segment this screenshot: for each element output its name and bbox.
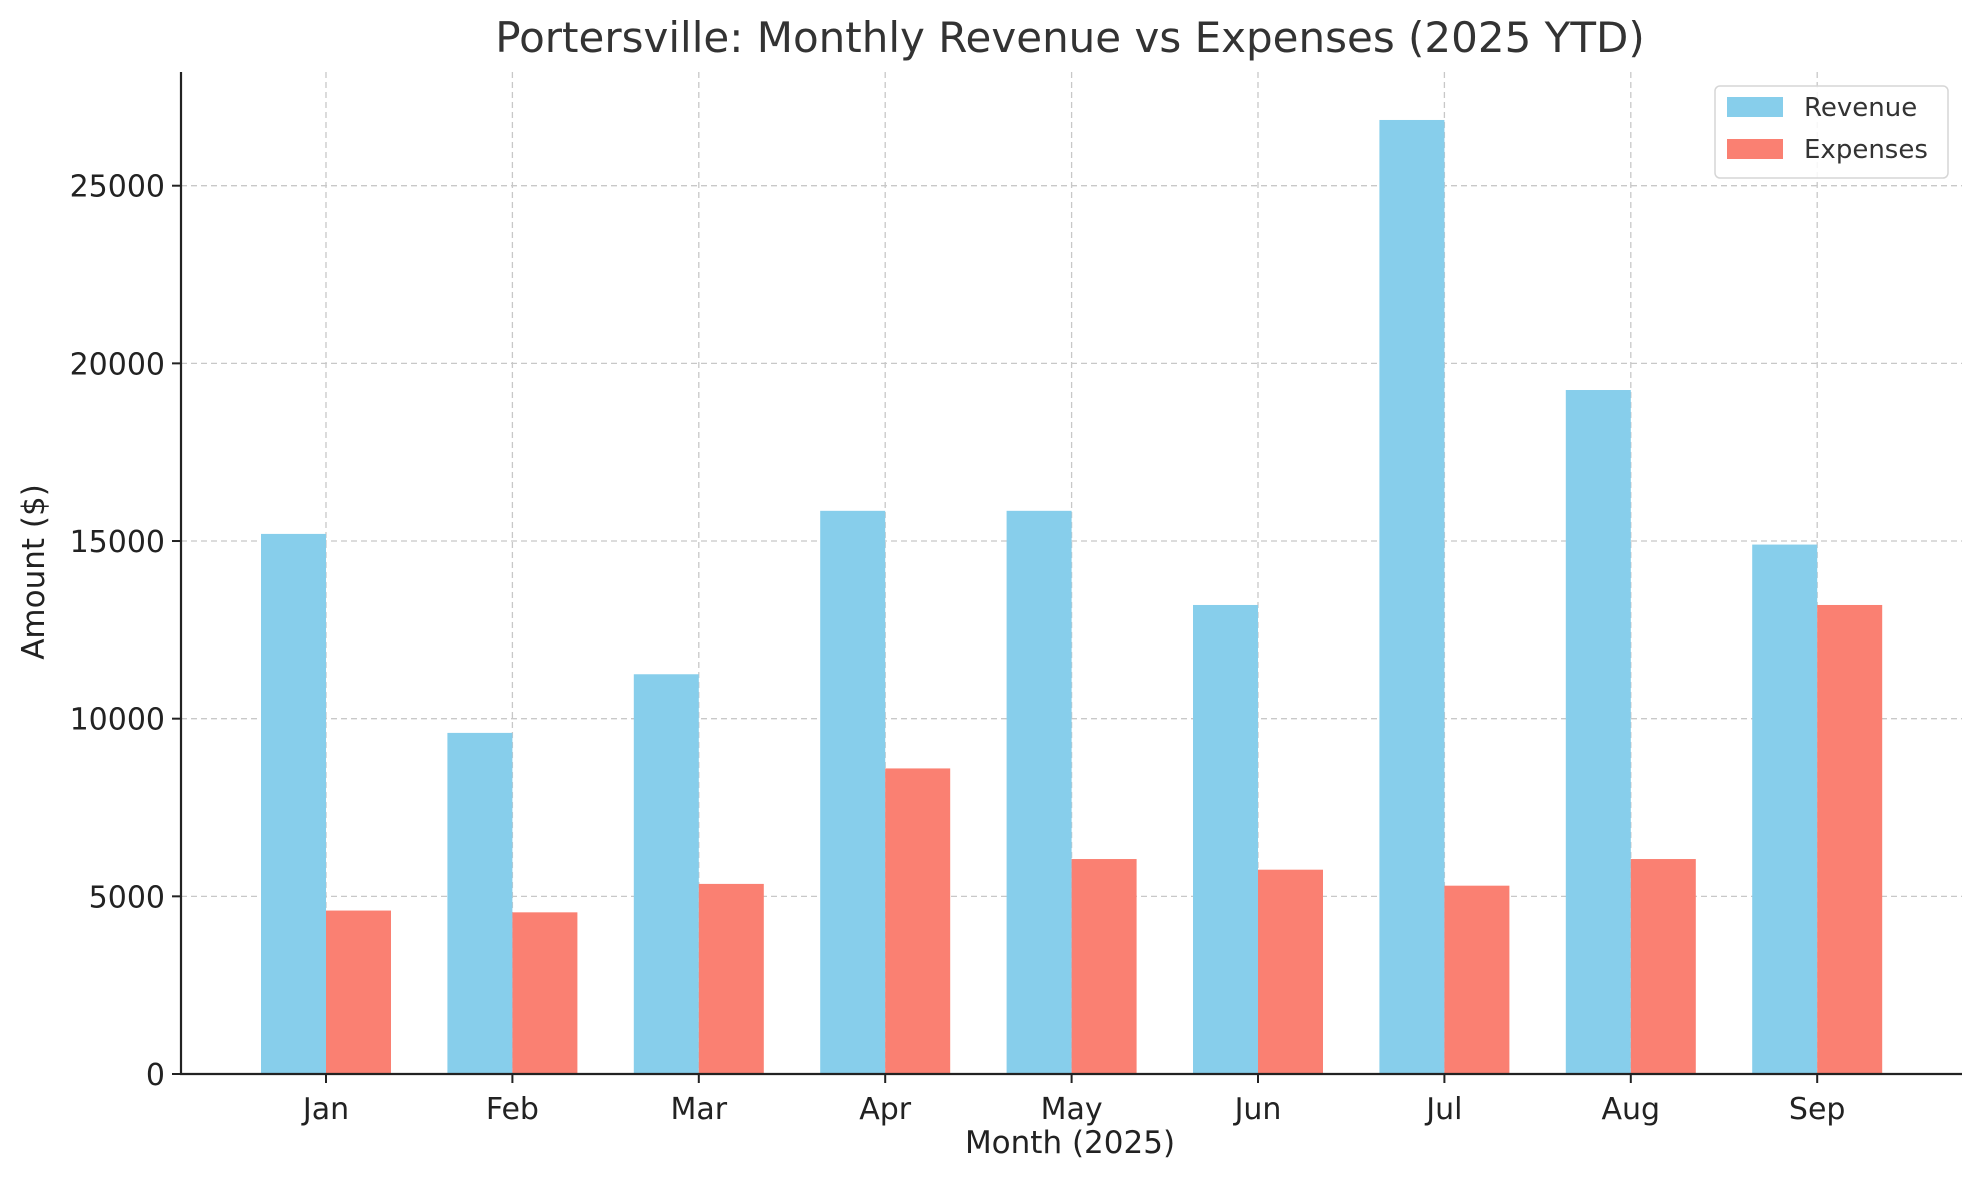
y-tick-label: 10000 [70,703,165,738]
bar-expenses-may [1071,859,1137,1074]
legend-label-expenses: Expenses [1804,135,1928,165]
legend-label-revenue: Revenue [1804,93,1917,123]
bar-expenses-apr [885,768,951,1074]
bar-revenue-may [1006,510,1072,1074]
x-tick-label: Feb [486,1092,539,1127]
chart-title: Portersville: Monthly Revenue vs Expense… [495,13,1644,62]
x-tick-label: May [1041,1092,1103,1127]
bar-expenses-aug [1630,859,1696,1074]
y-tick-label: 15000 [70,525,165,560]
x-tick-label: Jun [1233,1092,1282,1127]
bar-expenses-jun [1258,869,1323,1074]
x-tick-label: Mar [670,1092,727,1127]
legend: Revenue Expenses [1714,85,1949,179]
bar-revenue-feb [447,732,513,1074]
bar-expenses-mar [698,883,764,1074]
bar-revenue-mar [633,674,699,1074]
ticks-layer: 0 5000 10000 15000 20000 25000 Jan Feb Mar Apr May… [70,170,1846,1127]
bar-revenue-jun [1193,604,1258,1074]
legend-swatch-revenue [1727,97,1783,117]
x-tick-label: Sep [1789,1092,1846,1127]
y-tick-label: 0 [146,1058,165,1093]
bar-revenue-jul [1379,119,1445,1075]
bars-layer [261,119,1883,1075]
bar-expenses-feb [512,912,578,1074]
bar-revenue-aug [1565,390,1631,1075]
legend-swatch-expenses [1727,139,1783,159]
y-tick-label: 25000 [70,170,165,205]
bar-revenue-sep [1752,544,1818,1074]
x-axis-title: Month (2025) [965,1125,1175,1161]
bar-revenue-apr [820,510,886,1074]
y-tick-label: 5000 [89,880,165,915]
x-tick-label: Aug [1602,1092,1661,1127]
bar-expenses-sep [1817,604,1883,1074]
y-tick-label: 20000 [70,347,165,382]
bar-expenses-jul [1444,885,1510,1074]
x-tick-label: Apr [859,1092,912,1127]
bar-expenses-jan [326,910,391,1074]
x-tick-label: Jul [1424,1092,1462,1127]
x-tick-label: Jan [301,1092,349,1127]
bar-revenue-jan [261,533,326,1074]
y-axis-title: Amount ($) [16,484,52,660]
